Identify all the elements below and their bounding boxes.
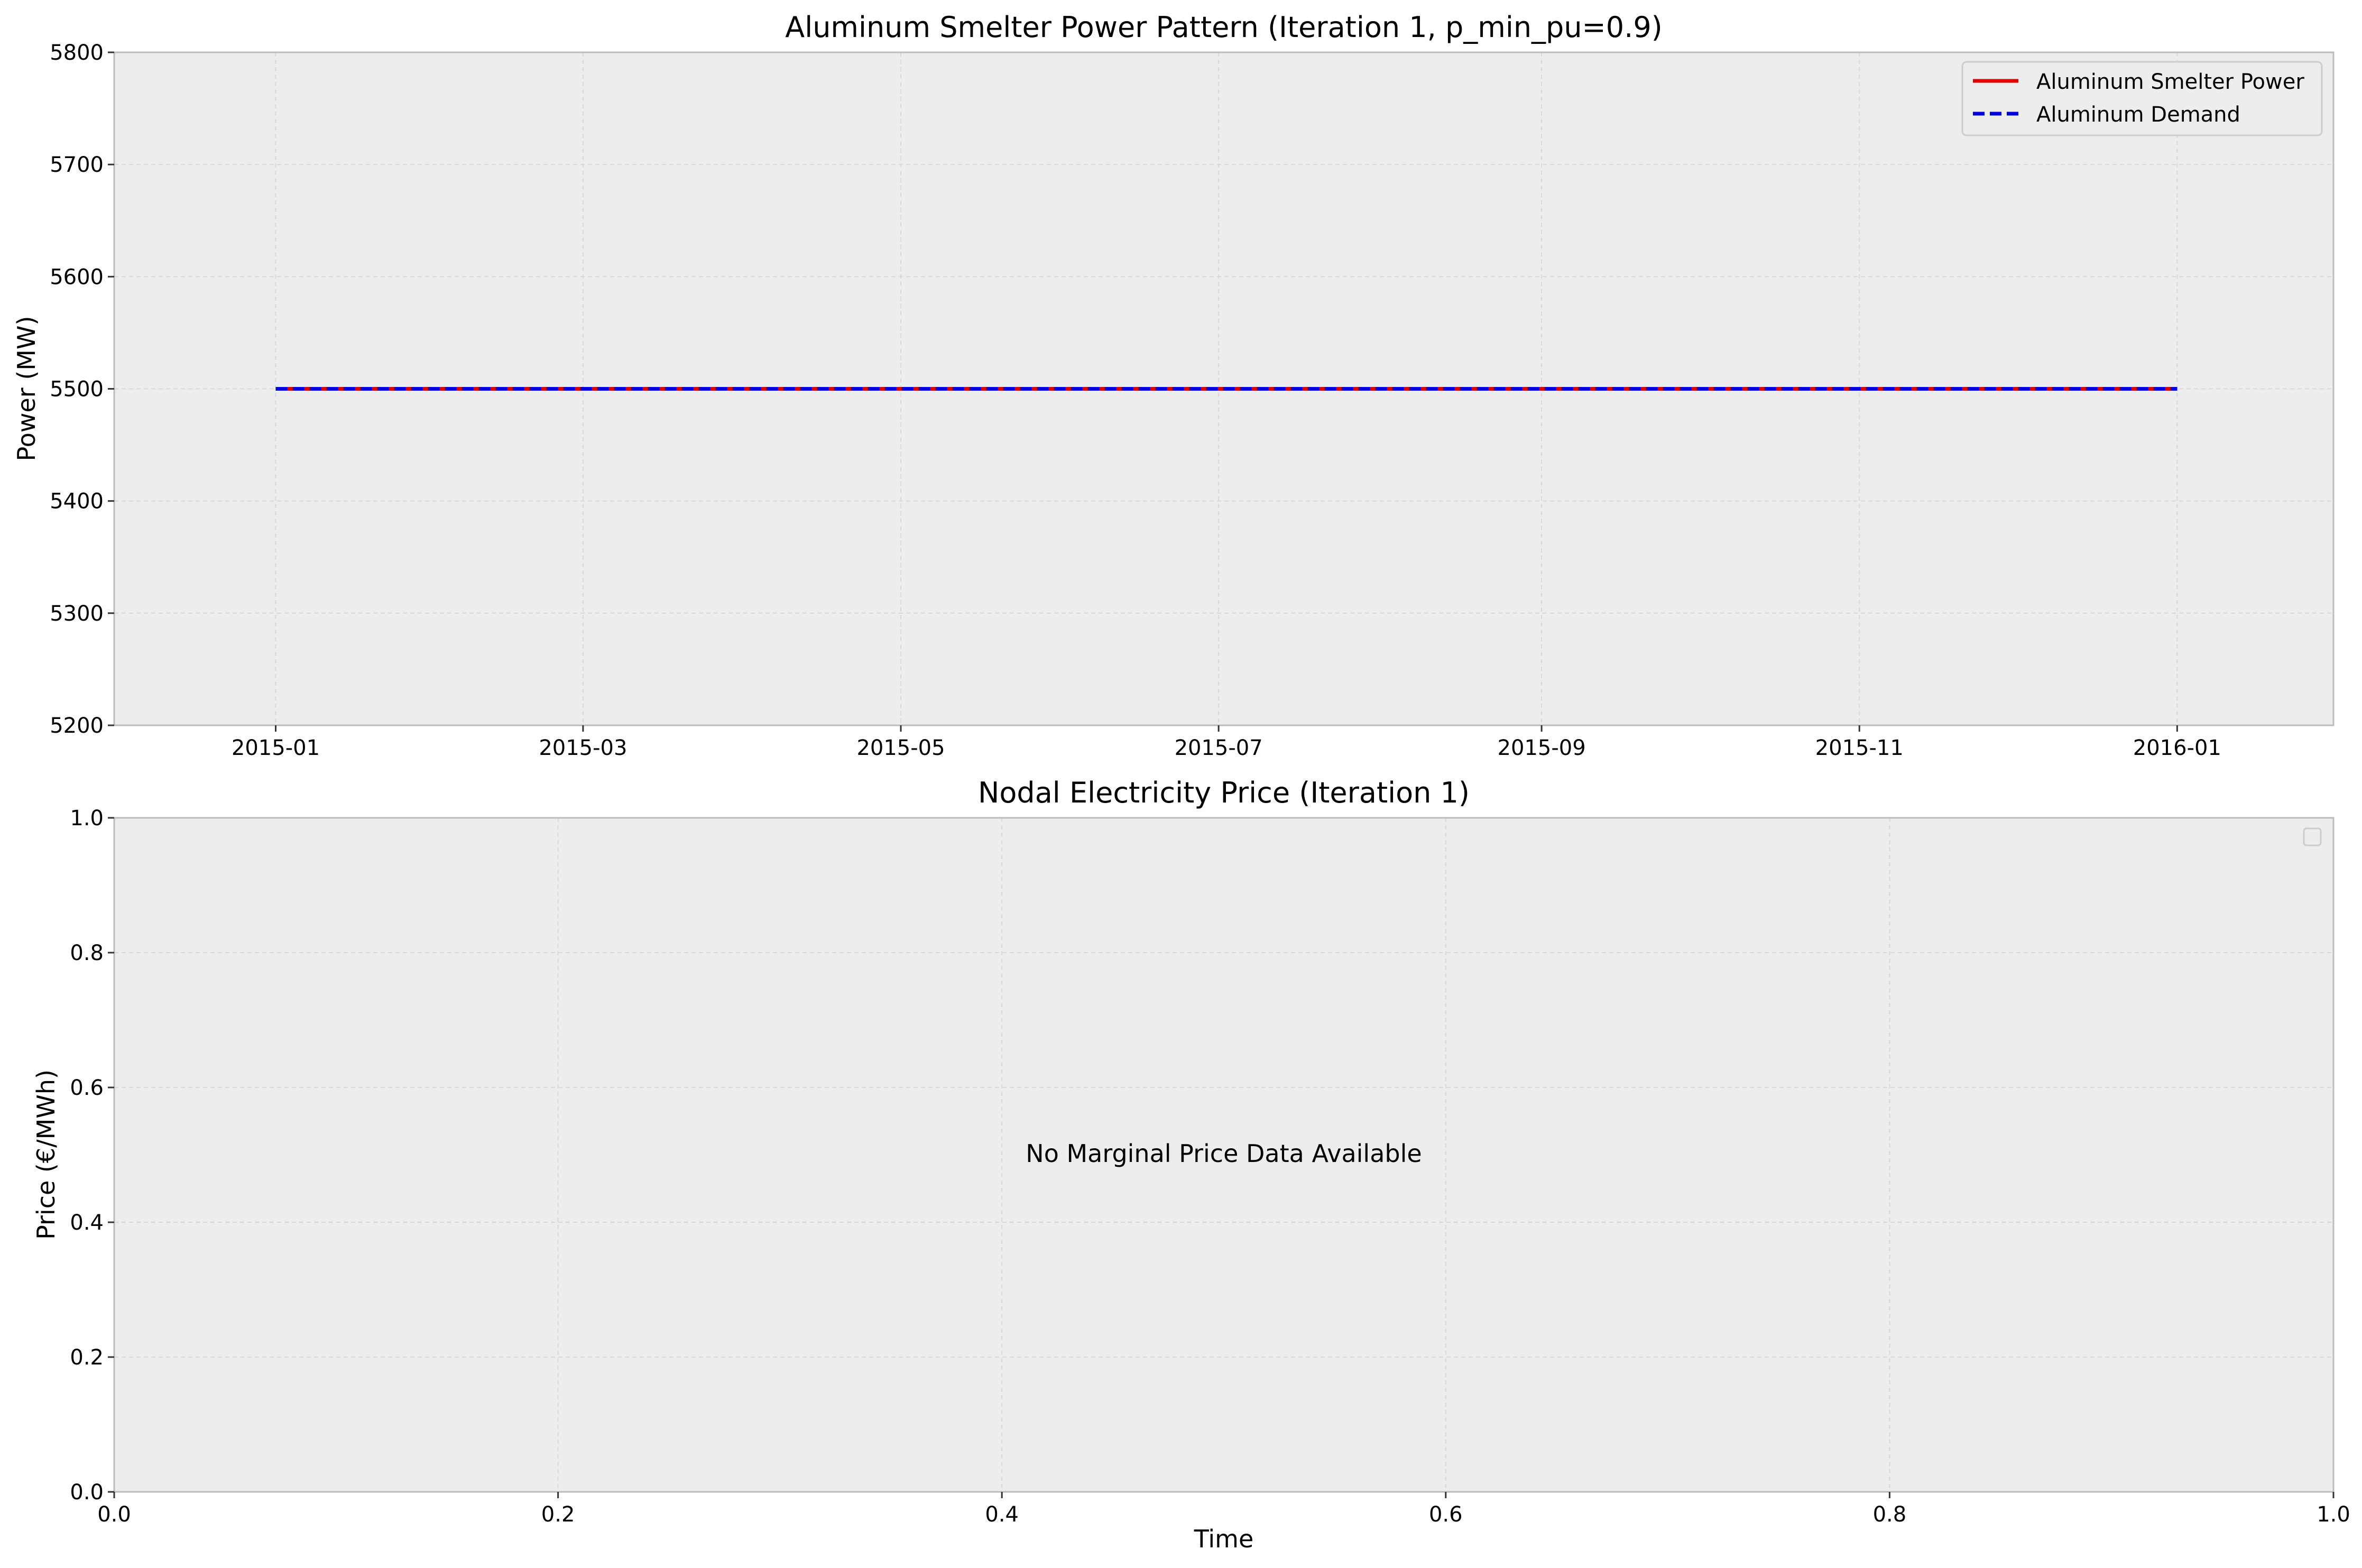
power-x-tick-label: 2015-11 [1815,736,1904,760]
power-x-tick-label: 2015-05 [856,736,945,760]
power-chart: 2015-01 2015-03 2015-05 2015-07 2015-09 2015-… [12,11,2335,760]
price-plot-area [114,818,2333,1492]
price-x-tick-label: 0.6 [1429,1502,1463,1527]
power-legend: Aluminum Smelter Power Aluminum Demand [1961,61,2323,136]
price-annotation: No Marginal Price Data Available [1026,1139,1422,1168]
power-y-ticks: 5200 5300 5400 5500 5600 5700 5800 [50,41,114,738]
price-plot-frame [113,817,2335,1493]
power-y-tick-label: 5200 [50,714,104,738]
power-y-tick-label: 5600 [50,265,104,289]
price-empty-legend [2303,827,2322,846]
power-x-ticks: 2015-01 2015-03 2015-05 2015-07 2015-09 2015-… [232,725,2221,760]
legend-label-demand: Aluminum Demand [2036,103,2240,127]
power-y-tick-label: 5700 [50,153,104,177]
price-y-tick-label: 1.0 [70,806,104,831]
price-y-tick-label: 0.6 [70,1076,104,1100]
price-y-ticks: 0.0 0.2 0.4 0.6 0.8 1.0 [70,806,114,1505]
power-y-tick-label: 5300 [50,602,104,626]
price-x-tick-label: 1.0 [2317,1502,2350,1527]
power-y-tick-label: 5500 [50,377,104,402]
power-y-axis-label: Power (MW) [12,316,41,462]
price-y-axis-label: Price (€/MWh) [32,1069,60,1240]
price-y-tick-label: 0.0 [70,1480,104,1505]
price-x-tick-label: 0.8 [1873,1502,1907,1527]
power-chart-title: Aluminum Smelter Power Pattern (Iteratio… [785,11,1663,44]
power-x-tick-label: 2015-01 [232,736,320,760]
legend-label-power: Aluminum Smelter Power [2036,70,2304,94]
price-y-tick-label: 0.2 [70,1345,104,1370]
power-x-tick-label: 2016-01 [2133,736,2221,760]
power-x-tick-label: 2015-03 [539,736,627,760]
price-x-tick-label: 0.2 [541,1502,575,1527]
legend-box [1961,61,2323,136]
power-x-tick-label: 2015-09 [1498,736,1586,760]
power-y-tick-label: 5400 [50,490,104,514]
power-x-tick-label: 2015-07 [1175,736,1263,760]
price-chart-title: Nodal Electricity Price (Iteration 1) [978,776,1470,809]
price-x-axis-label: Time [1194,1525,1254,1553]
price-y-tick-label: 0.8 [70,941,104,965]
price-chart: 0.0 0.2 0.4 0.6 0.8 1.0 0.0 0.2 0.4 0.6 0.8 1.0 No… [32,776,2350,1553]
price-x-ticks: 0.0 0.2 0.4 0.6 0.8 1.0 [97,1492,2350,1527]
price-x-tick-label: 0.0 [97,1502,131,1527]
power-y-tick-label: 5800 [50,41,104,65]
price-x-tick-label: 0.4 [985,1502,1019,1527]
price-y-tick-label: 0.4 [70,1211,104,1235]
